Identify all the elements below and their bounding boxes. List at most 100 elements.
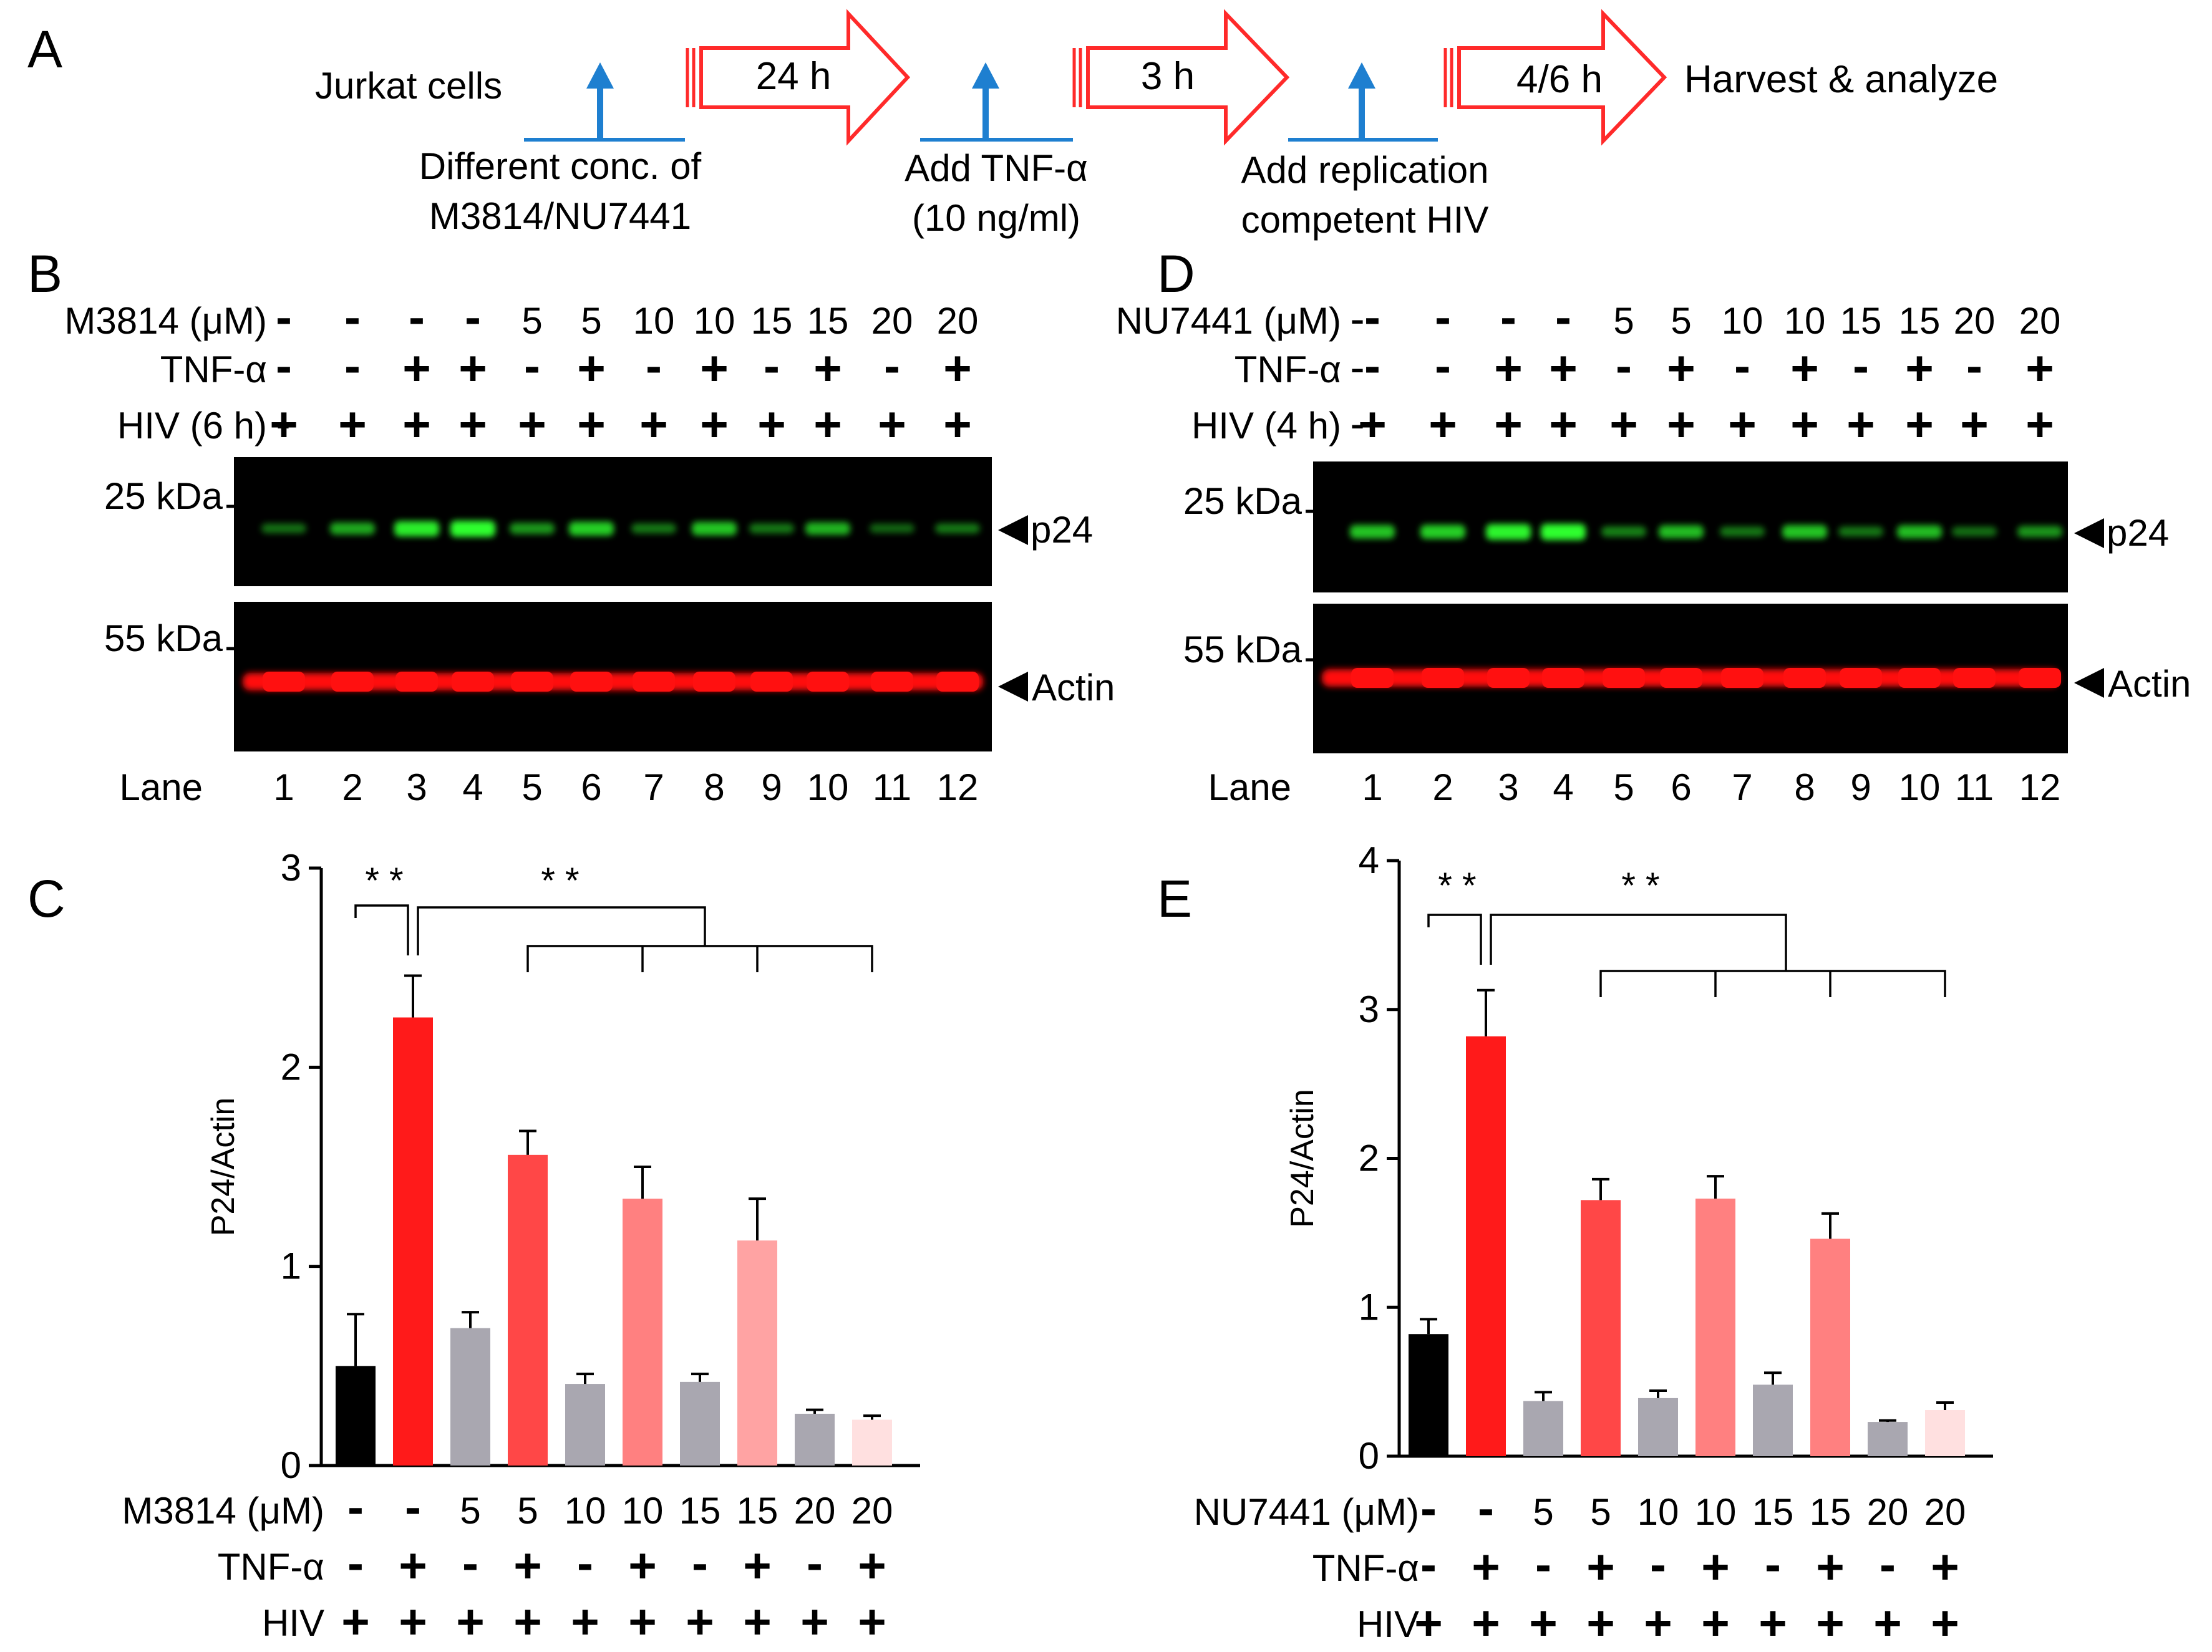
marker-55kda: 55 kDa — [1183, 629, 1302, 670]
drug-cell: - — [409, 289, 425, 344]
lane-number: 3 — [1498, 766, 1518, 808]
bar — [680, 1381, 720, 1466]
hiv-cell: + — [1429, 397, 1457, 452]
p24-band — [692, 521, 737, 536]
drug-cell: - — [344, 289, 361, 344]
lane-label: Lane — [120, 766, 203, 808]
p24-band — [1659, 525, 1704, 539]
step3-note-line2: competent HIV — [1241, 199, 1489, 241]
y-tick-label: 2 — [1359, 1138, 1379, 1179]
condition-cell-drug: 20 — [1924, 1491, 1966, 1533]
lane-number: 10 — [807, 766, 849, 808]
p24-band — [569, 521, 614, 536]
condition-cell-drug: 5 — [517, 1490, 538, 1532]
band-label-p24: p24 — [1031, 509, 1093, 551]
bar — [508, 1154, 548, 1466]
lane-number: 5 — [1613, 766, 1634, 808]
condition-cell-tnf: + — [1586, 1539, 1615, 1594]
drug-cell: 10 — [633, 300, 675, 342]
panel-letter-b: B — [27, 244, 62, 303]
row-label-tnf: TNF-α — [160, 349, 267, 390]
actin-lane-band — [1660, 668, 1702, 688]
condition-cell-tnf: - — [462, 1535, 478, 1590]
drug-cell: 10 — [1722, 300, 1763, 342]
tnf-cell: + — [1790, 341, 1819, 395]
p24-band — [394, 521, 439, 537]
lane-number: 7 — [1732, 766, 1752, 808]
actin-lane-band — [1721, 668, 1763, 688]
bar — [737, 1240, 777, 1466]
lane-number: 2 — [1432, 766, 1453, 808]
condition-cell-hiv: + — [1586, 1595, 1615, 1650]
lane-number: 12 — [937, 766, 979, 808]
condition-cell-drug: 5 — [1533, 1491, 1553, 1533]
band-label-actin: Actin — [1032, 667, 1115, 708]
tnf-cell: - — [1853, 338, 1869, 393]
blue-arrow-2-icon — [972, 62, 999, 89]
actin-lane-band — [263, 672, 305, 692]
hiv-cell: + — [518, 397, 546, 452]
tnf-cell: - — [276, 338, 292, 393]
lane-number: 8 — [704, 766, 724, 808]
hiv-cell: + — [338, 397, 367, 452]
p24-band — [1838, 526, 1883, 537]
y-tick-label: 2 — [281, 1046, 301, 1088]
actin-lane-band — [1783, 668, 1826, 688]
row-label-hiv: HIV (4 h) — [1191, 405, 1341, 447]
tnf-cell: + — [1494, 341, 1523, 395]
step2-duration: 3 h — [1141, 55, 1195, 98]
schematic-start-label: Jurkat cells — [315, 65, 502, 107]
condition-cell-tnf: + — [513, 1538, 542, 1593]
bar — [1810, 1239, 1850, 1456]
hiv-cell: + — [813, 397, 842, 452]
condition-cell-hiv: + — [1873, 1595, 1902, 1650]
row-label-dash: - — [276, 399, 290, 448]
condition-cell-hiv: + — [628, 1594, 657, 1649]
condition-cell-drug: - — [1478, 1481, 1494, 1535]
p24-pointer-icon — [998, 515, 1028, 545]
red-arrow-1-icon — [686, 9, 911, 146]
drug-cell: 15 — [1899, 300, 1941, 342]
drug-cell: - — [1500, 289, 1516, 344]
condition-cell-tnf: - — [807, 1535, 823, 1590]
hiv-cell: + — [1905, 397, 1934, 452]
condition-cell-tnf: + — [628, 1538, 657, 1593]
blue-arrow-3-icon — [1348, 62, 1375, 89]
tnf-cell: - — [524, 338, 540, 393]
condition-cell-hiv: + — [800, 1594, 829, 1649]
y-tick-label: 3 — [1359, 988, 1379, 1030]
condition-cell-hiv: + — [399, 1594, 427, 1649]
hiv-cell: + — [402, 397, 431, 452]
step2-note-line1: Add TNF-α — [905, 147, 1088, 189]
y-tick-label: 1 — [281, 1245, 301, 1287]
p24-band — [870, 523, 914, 533]
condition-label-drug: NU7441 (μM) — [1194, 1491, 1419, 1533]
hiv-cell: + — [943, 397, 972, 452]
schematic-end-label: Harvest & analyze — [1684, 58, 1998, 101]
actin-lane-band — [452, 672, 494, 692]
tnf-cell: - — [1966, 338, 1982, 393]
condition-cell-tnf: + — [743, 1538, 772, 1593]
p24-band — [1720, 526, 1765, 537]
condition-cell-tnf: - — [692, 1535, 708, 1590]
lane-number: 6 — [581, 766, 601, 808]
hiv-cell: + — [577, 397, 606, 452]
band-label-actin: Actin — [2108, 663, 2191, 705]
y-tick-label: 0 — [1359, 1435, 1379, 1477]
row-label-dash: - — [1350, 399, 1364, 448]
condition-cell-tnf: - — [577, 1535, 593, 1590]
tnf-cell: - — [1616, 338, 1632, 393]
hiv-cell: + — [2025, 397, 2054, 452]
significance-stars: * * — [1621, 866, 1659, 906]
hiv-cell: + — [458, 397, 487, 452]
condition-cell-tnf: - — [1765, 1537, 1781, 1592]
condition-cell-hiv: + — [1414, 1595, 1443, 1650]
row-label-dash: - — [276, 294, 290, 343]
bar — [795, 1413, 835, 1466]
condition-cell-tnf: - — [1880, 1537, 1896, 1592]
tnf-cell: - — [884, 338, 900, 393]
panel-letter-d: D — [1157, 244, 1195, 303]
condition-cell-drug: - — [405, 1479, 421, 1534]
